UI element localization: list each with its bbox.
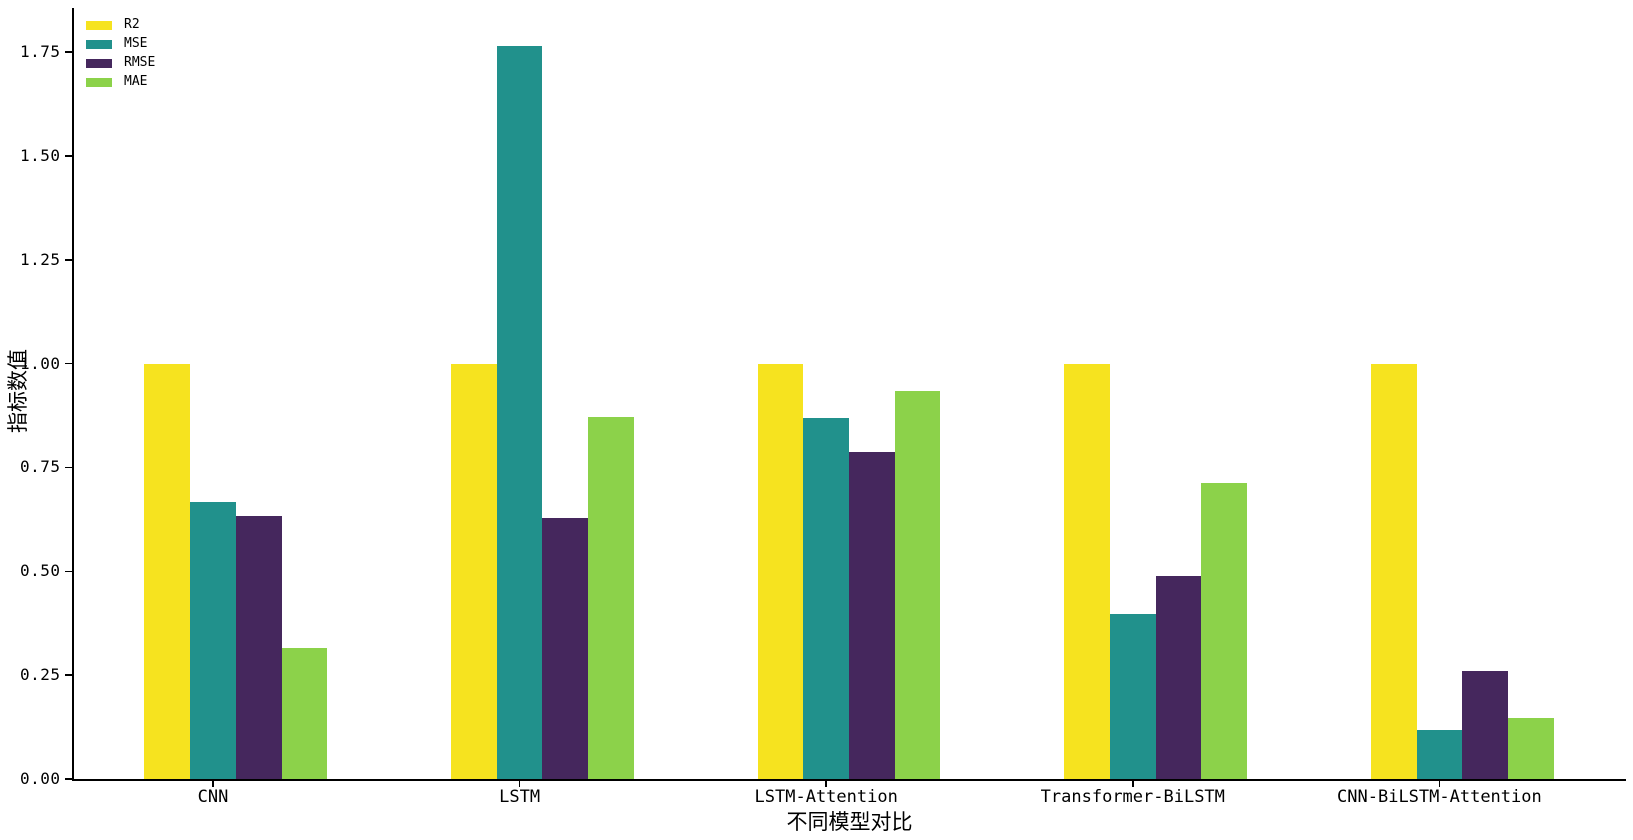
legend-item-mse: MSE	[86, 36, 206, 54]
x-tick-label-cnn: CNN	[197, 787, 229, 807]
bar-rmse-lstm-attention	[849, 452, 895, 779]
y-tick-label: 1.75	[19, 42, 61, 62]
bar-rmse-cnn	[235, 516, 282, 779]
legend-swatch-mae	[86, 78, 112, 87]
bar-mse-transformer-bilstm	[1109, 614, 1156, 779]
legend-item-r2: R2	[86, 17, 206, 35]
bar-mse-cnn-bilstm-attention	[1416, 729, 1463, 779]
bar-r2-lstm	[451, 363, 497, 779]
bar-r2-transformer-bilstm	[1064, 363, 1110, 779]
y-tick-mark	[64, 674, 72, 676]
y-tick-mark	[64, 259, 72, 261]
bar-r2-cnn	[144, 363, 191, 779]
bar-rmse-cnn-bilstm-attention	[1462, 670, 1508, 779]
bar-r2-cnn-bilstm-attention	[1370, 363, 1417, 779]
y-tick-mark	[64, 51, 72, 53]
y-tick-mark	[64, 466, 72, 469]
x-tick-label-lstm: LSTM	[499, 787, 541, 807]
x-tick-label-lstm-attention: LSTM-Attention	[754, 787, 898, 807]
legend-swatch-r2	[86, 21, 112, 30]
legend-label-mae: MAE	[124, 74, 148, 89]
y-tick-label: 1.00	[19, 353, 61, 373]
legend-label-r2: R2	[124, 17, 140, 32]
x-tick-mark	[518, 781, 521, 787]
x-tick-label-transformer-bilstm: Transformer-BiLSTM	[1040, 787, 1225, 807]
bar-rmse-transformer-bilstm	[1155, 576, 1202, 779]
bar-mae-lstm	[588, 417, 634, 779]
y-tick-label: 1.25	[19, 249, 61, 269]
x-tick-mark	[825, 781, 827, 787]
bar-rmse-lstm	[542, 517, 589, 779]
y-tick-label: 1.50	[19, 145, 61, 165]
y-tick-mark	[64, 362, 72, 365]
y-tick-label: 0.00	[19, 769, 61, 788]
y-tick-label: 0.25	[19, 665, 61, 685]
legend-swatch-rmse	[86, 59, 112, 68]
x-axis-title: 不同模型对比	[786, 810, 913, 834]
legend-label-rmse: RMSE	[124, 55, 156, 70]
bar-mse-cnn	[190, 501, 236, 779]
y-tick-label: 0.75	[19, 457, 61, 477]
legend-item-rmse: RMSE	[86, 55, 206, 73]
x-tick-label-cnn-bilstm-attention: CNN-BiLSTM-Attention	[1337, 787, 1542, 807]
y-tick-label: 0.50	[19, 561, 61, 581]
y-tick-mark	[64, 778, 72, 780]
bar-r2-lstm-attention	[757, 363, 804, 779]
x-tick-mark	[212, 781, 214, 787]
bar-mse-lstm-attention	[803, 418, 850, 779]
bar-mae-transformer-bilstm	[1201, 482, 1248, 779]
y-tick-mark	[64, 570, 72, 573]
x-axis-spine	[71, 779, 1626, 781]
y-tick-mark	[64, 155, 72, 157]
bar-mse-lstm	[496, 45, 543, 779]
y-axis-spine	[71, 8, 74, 781]
legend-swatch-mse	[86, 40, 112, 49]
legend-label-mse: MSE	[124, 36, 148, 51]
bar-mae-cnn	[281, 647, 328, 779]
legend-item-mae: MAE	[86, 74, 206, 92]
x-tick-mark	[1132, 781, 1134, 787]
bar-mae-cnn-bilstm-attention	[1507, 717, 1554, 779]
y-axis-title: 指标数值	[6, 349, 30, 433]
bar-mae-lstm-attention	[894, 391, 941, 779]
x-tick-mark	[1438, 781, 1441, 787]
